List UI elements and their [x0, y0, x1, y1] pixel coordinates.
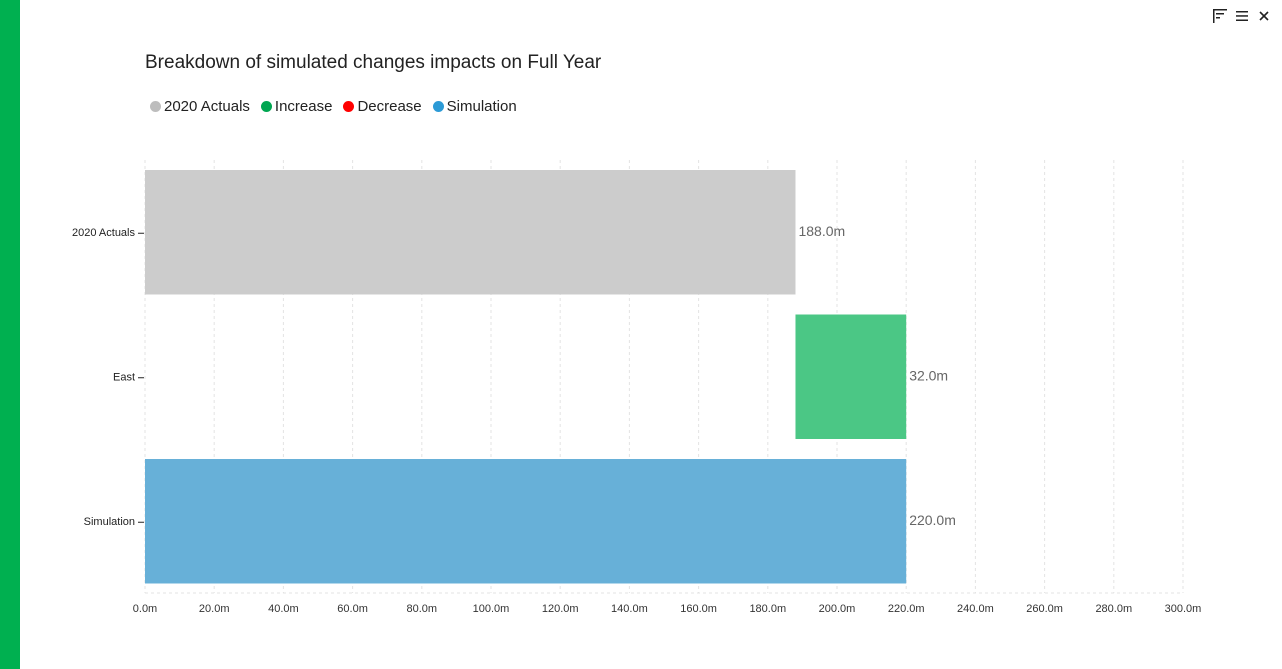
legend-marker — [260, 101, 272, 112]
y-tick-label: East — [113, 372, 135, 384]
bar-actuals — [145, 170, 796, 295]
legend-label: Increase — [274, 98, 333, 115]
bar-increase — [795, 314, 907, 439]
legend-item-increase[interactable]: Increase — [260, 98, 333, 115]
legend-label: Simulation — [446, 98, 517, 115]
data-label: 32.0m — [909, 367, 948, 383]
bar-simulation — [145, 459, 907, 584]
x-tick-label: 220.0m — [888, 603, 925, 615]
close-icon[interactable] — [1256, 8, 1272, 24]
legend-marker — [432, 101, 444, 112]
y-tick-label: 2020 Actuals — [72, 227, 135, 239]
chart-title: Breakdown of simulated changes impacts o… — [145, 52, 602, 73]
x-tick-label: 140.0m — [611, 603, 648, 615]
x-tick-label: 200.0m — [819, 603, 856, 615]
y-tick-label: Simulation — [84, 516, 135, 528]
x-tick-label: 80.0m — [407, 603, 438, 615]
x-tick-label: 260.0m — [1026, 603, 1063, 615]
legend-marker — [343, 101, 355, 112]
x-tick-label: 180.0m — [749, 603, 786, 615]
legend-item-simulation[interactable]: Simulation — [432, 98, 517, 115]
x-tick-label: 0.0m — [133, 603, 157, 615]
data-label: 188.0m — [798, 223, 845, 239]
legend-marker — [150, 101, 161, 112]
x-tick-label: 300.0m — [1165, 603, 1202, 615]
x-tick-label: 20.0m — [199, 603, 230, 615]
focus-mode-icon[interactable] — [1212, 8, 1228, 24]
x-tick-label: 60.0m — [337, 603, 368, 615]
x-tick-label: 280.0m — [1095, 603, 1132, 615]
legend-item-decrease[interactable]: Decrease — [343, 98, 422, 115]
accent-bar — [0, 0, 20, 669]
data-label: 220.0m — [909, 512, 956, 528]
x-tick-label: 240.0m — [957, 603, 994, 615]
hamburger-menu-icon[interactable] — [1234, 8, 1250, 24]
x-tick-label: 160.0m — [680, 603, 717, 615]
chart-legend: 2020 Actuals Increase Decrease Simulatio… — [150, 98, 528, 115]
x-tick-label: 40.0m — [268, 603, 299, 615]
x-tick-label: 120.0m — [542, 603, 579, 615]
visual-toolbar — [1212, 8, 1272, 24]
x-tick-label: 100.0m — [473, 603, 510, 615]
legend-label: Decrease — [357, 98, 422, 115]
legend-label: 2020 Actuals — [164, 98, 250, 115]
legend-item-actuals[interactable]: 2020 Actuals — [150, 98, 250, 115]
